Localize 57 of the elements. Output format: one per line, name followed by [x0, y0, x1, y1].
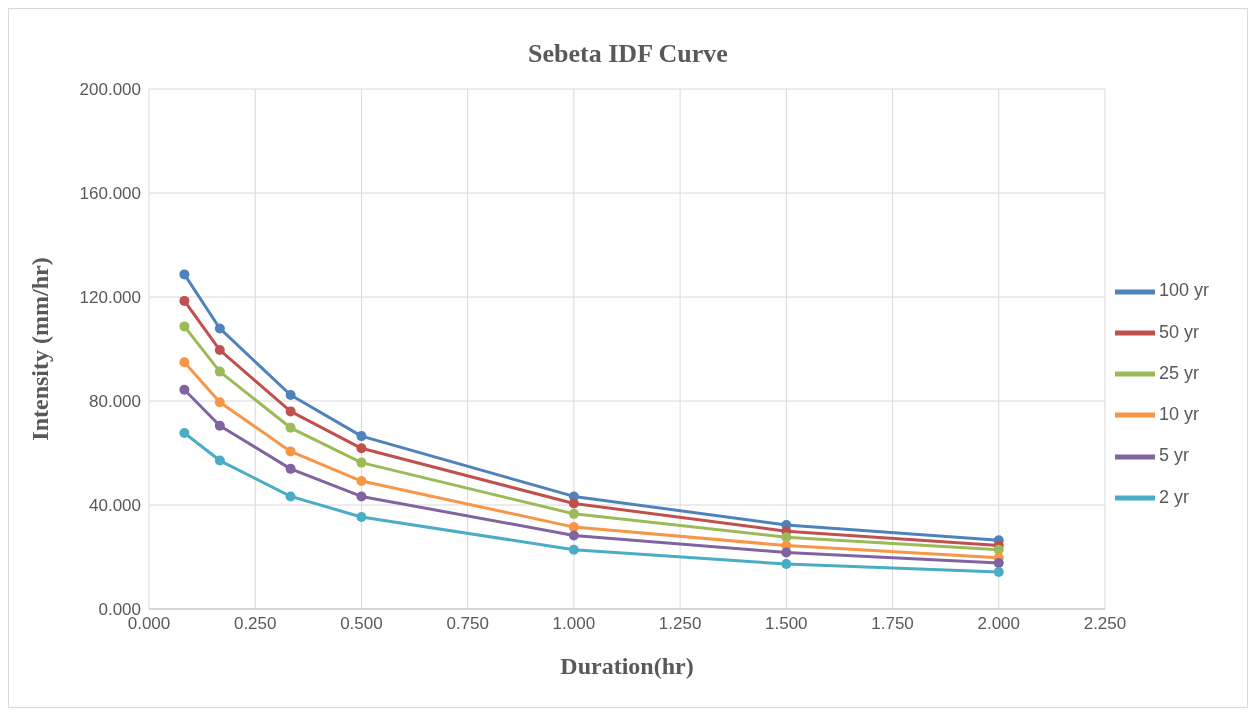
point: [179, 357, 190, 368]
x-tick-label: 2.250: [1083, 614, 1127, 634]
x-axis-title: Duration(hr): [560, 653, 694, 679]
y-tick-label: 120.000: [79, 288, 141, 308]
y-tick-label: 40.000: [89, 496, 141, 516]
x-tick-label: 1.250: [658, 614, 702, 634]
point: [214, 420, 225, 431]
point: [781, 559, 792, 570]
point: [993, 567, 1004, 578]
legend-label: 100 yr: [1158, 280, 1209, 301]
x-tick-label: 1.000: [552, 614, 596, 634]
point: [356, 491, 367, 502]
point: [179, 295, 190, 306]
legend-label: 2 yr: [1158, 486, 1189, 507]
point: [568, 498, 579, 509]
point: [781, 532, 792, 543]
point: [356, 431, 367, 442]
point: [179, 427, 190, 438]
point: [568, 544, 579, 555]
point: [285, 463, 296, 474]
point: [356, 443, 367, 454]
y-tick-label: 160.000: [79, 184, 141, 204]
point: [214, 323, 225, 334]
x-tick-label: 0.750: [446, 614, 489, 634]
point: [285, 406, 296, 417]
chart-title: Sebeta IDF Curve: [527, 38, 729, 70]
point: [285, 422, 296, 433]
legend-label: 5 yr: [1158, 445, 1189, 466]
legend-label: 10 yr: [1158, 404, 1199, 424]
point: [781, 547, 792, 558]
y-tick-label: 200.000: [79, 80, 141, 100]
point: [214, 397, 225, 408]
point: [568, 530, 579, 541]
x-tick-label: 0.250: [233, 614, 277, 634]
point: [285, 491, 296, 502]
x-tick-label: 1.500: [765, 614, 808, 634]
point: [179, 384, 190, 395]
point: [214, 366, 225, 377]
legend-label: 50 yr: [1158, 321, 1199, 342]
y-axis-title: Intensity (mm/hr): [26, 257, 53, 441]
point: [285, 390, 296, 401]
point: [179, 269, 190, 280]
x-tick-label: 0.500: [340, 614, 383, 634]
point: [285, 446, 296, 457]
point: [179, 321, 190, 332]
y-tick-label: 80.000: [89, 392, 141, 412]
point: [568, 508, 579, 519]
point: [356, 457, 367, 468]
x-tick-label: 1.750: [871, 614, 914, 634]
point: [568, 522, 579, 533]
point: [356, 511, 367, 522]
x-tick-label: 2.000: [977, 614, 1021, 634]
point: [993, 557, 1004, 568]
legend-label: 25 yr: [1158, 362, 1199, 383]
point: [214, 455, 225, 466]
point: [356, 476, 367, 487]
point: [214, 345, 225, 356]
